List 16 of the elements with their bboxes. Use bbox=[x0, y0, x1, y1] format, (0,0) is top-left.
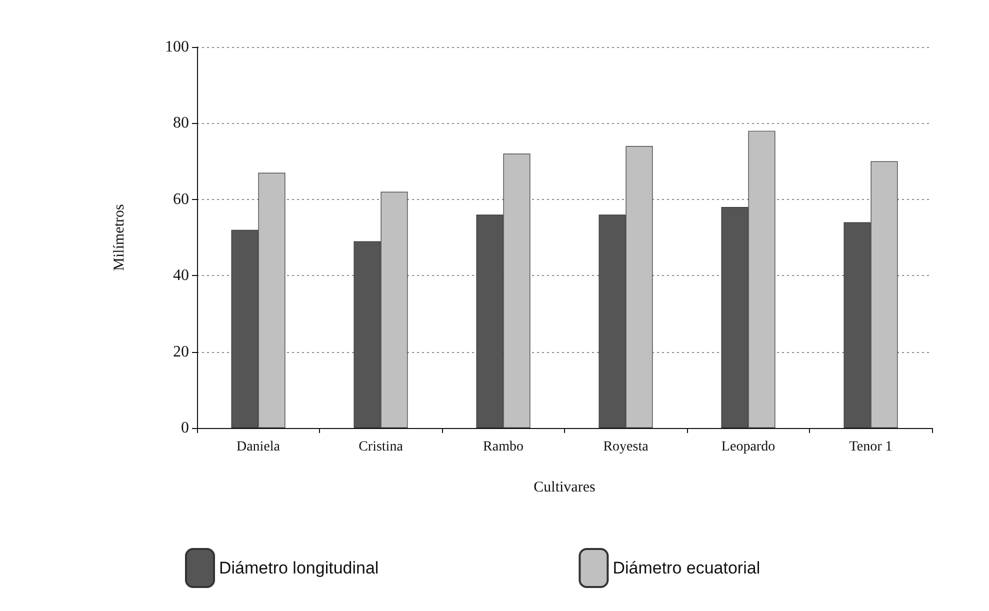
legend-label: Diámetro longitudinal bbox=[219, 558, 379, 578]
x-tick-label: Royesta bbox=[603, 440, 650, 454]
legend-label: Diámetro ecuatorial bbox=[612, 558, 760, 578]
x-tick-label: Leopardo bbox=[721, 440, 776, 454]
x-tick-label: Rambo bbox=[483, 440, 524, 454]
y-tick-label: 20 bbox=[173, 343, 189, 360]
y-tick-label: 40 bbox=[173, 267, 189, 284]
x-axis-title: Cultivares bbox=[534, 480, 596, 496]
x-tick-label: Daniela bbox=[236, 440, 281, 454]
y-tick-label: 80 bbox=[173, 114, 189, 132]
x-tick-label: Tenor 1 bbox=[849, 440, 892, 454]
y-tick-label: 0 bbox=[181, 420, 189, 436]
y-tick-label: 100 bbox=[165, 38, 189, 56]
x-tick-label: Cristina bbox=[358, 440, 404, 454]
y-tick-label: 60 bbox=[173, 190, 189, 208]
y-axis-title: Milímetros bbox=[112, 204, 128, 271]
